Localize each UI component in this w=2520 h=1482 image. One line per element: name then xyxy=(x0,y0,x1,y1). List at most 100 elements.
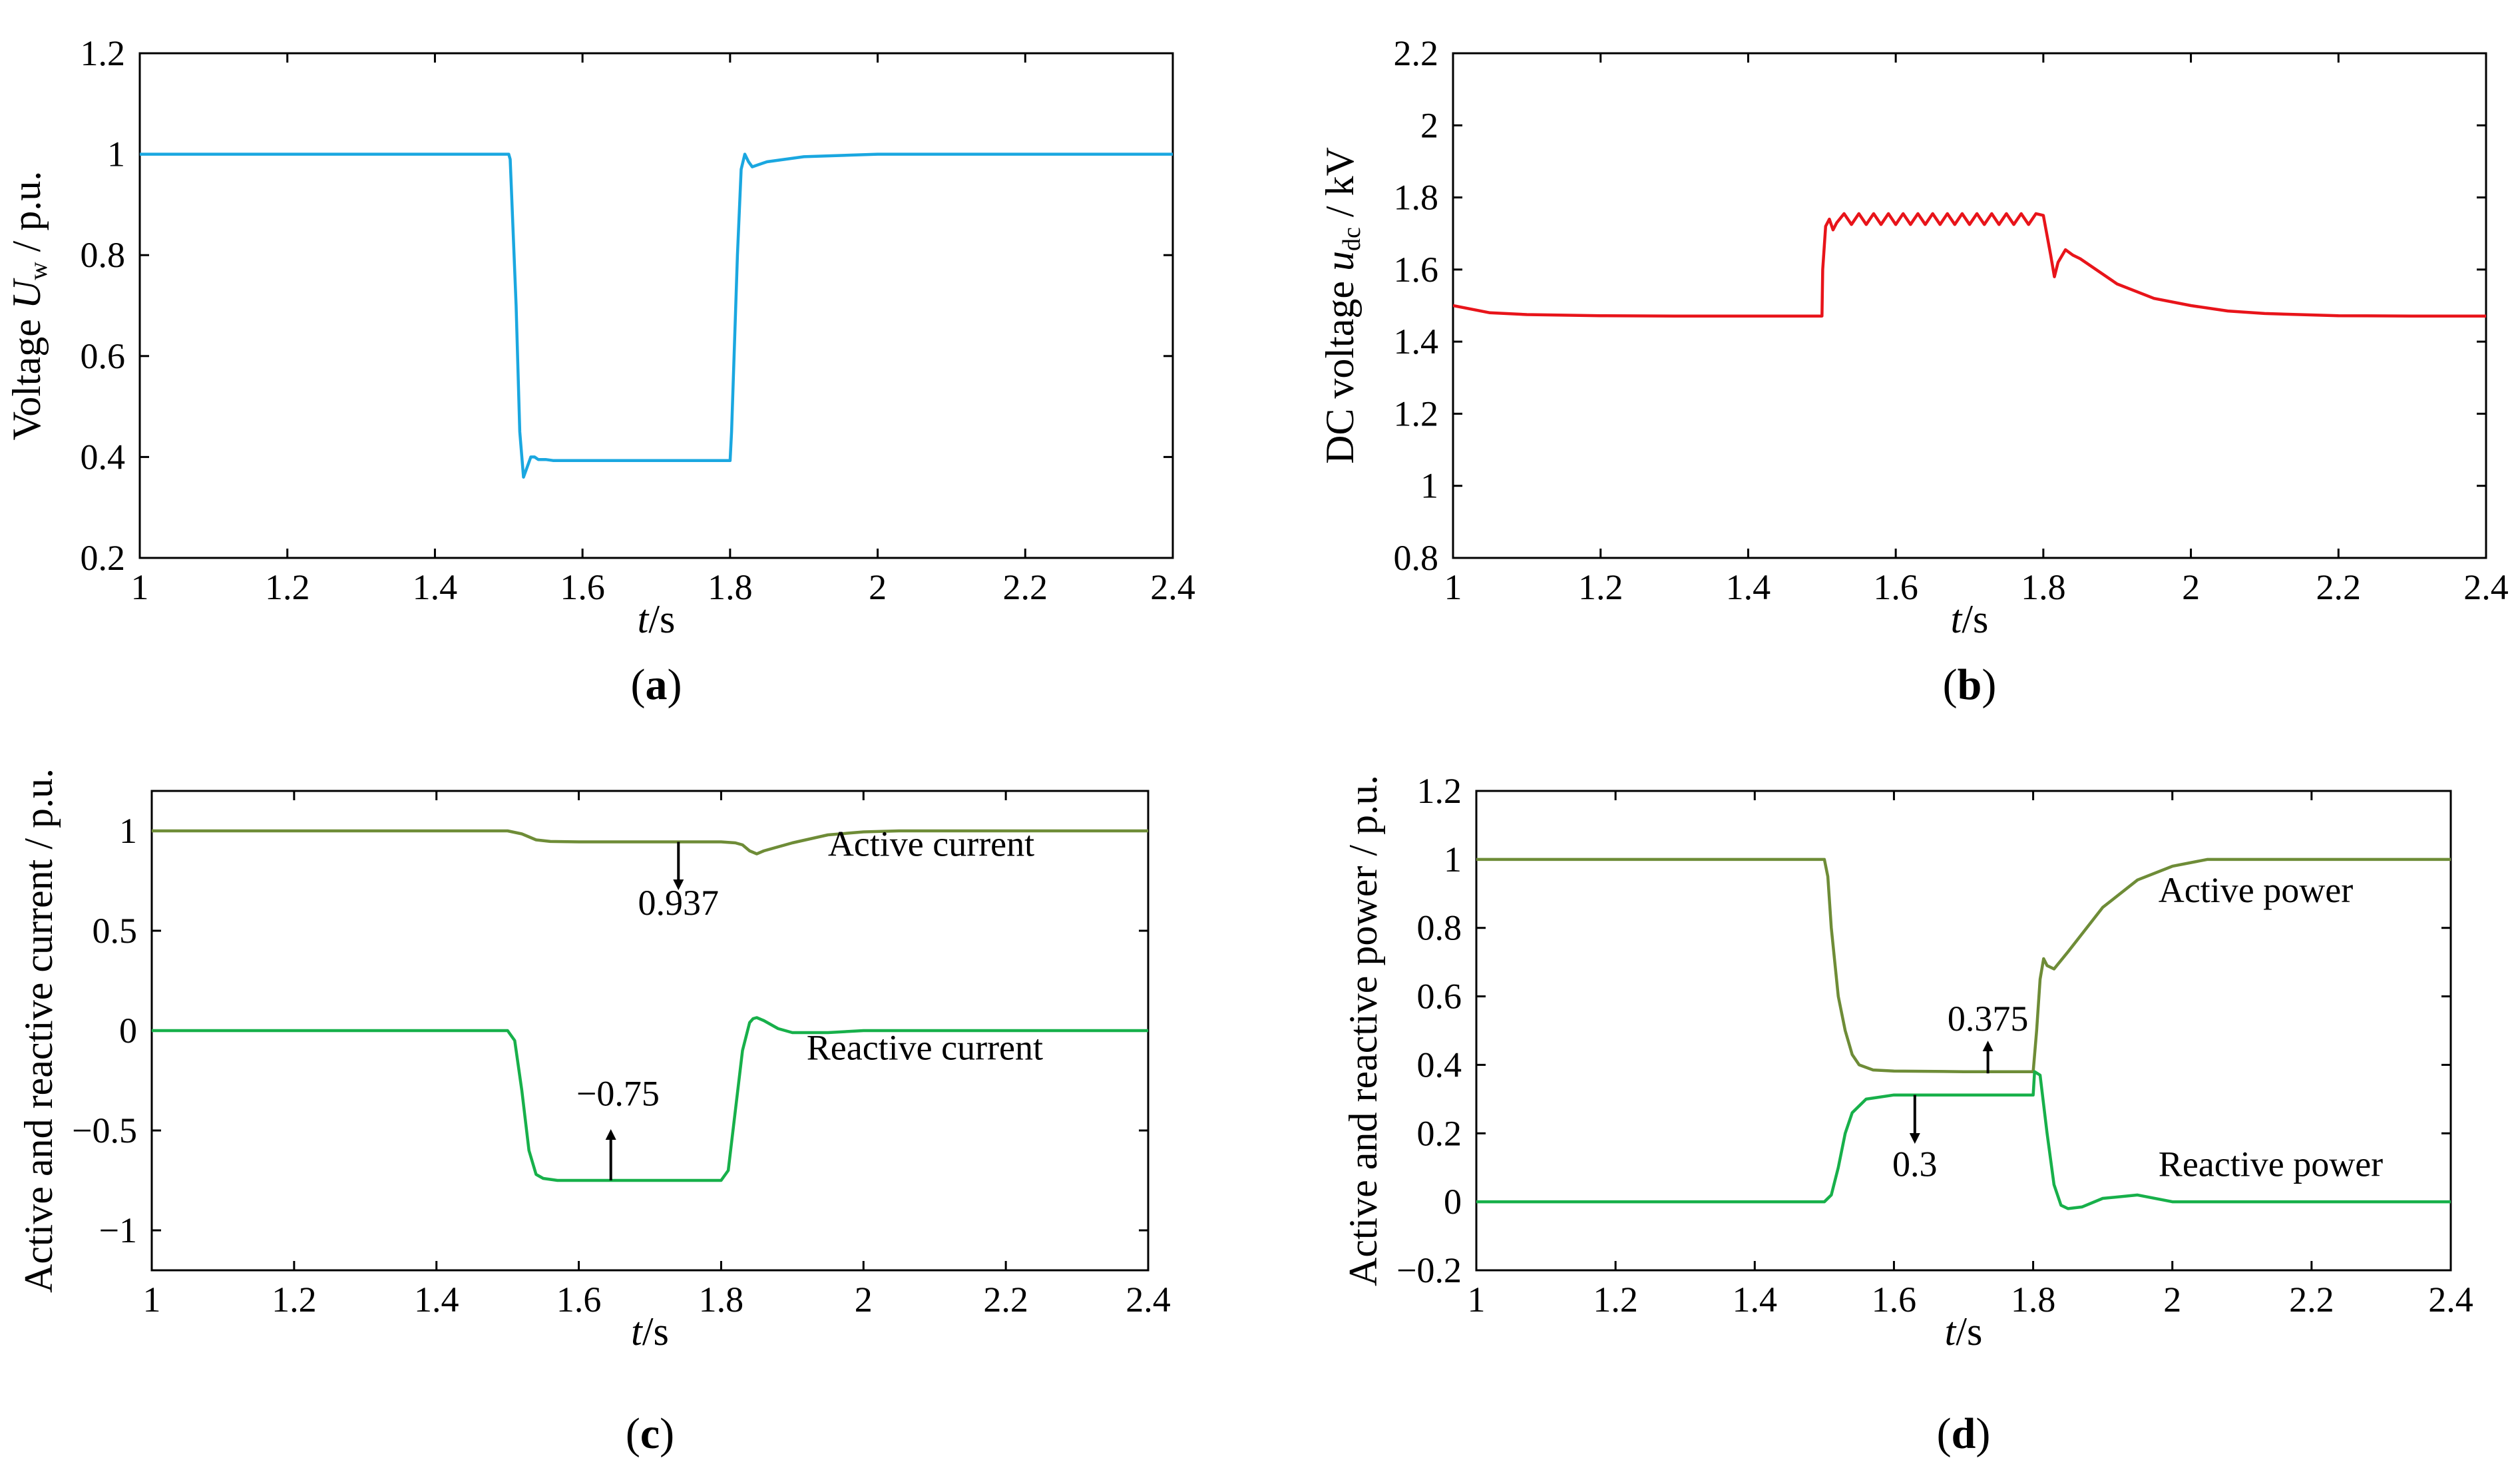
annotation-label: Active power xyxy=(2159,870,2353,910)
x-tick-label: 2 xyxy=(869,567,887,607)
y-tick-label: 0.5 xyxy=(93,911,138,951)
panel-label-letter: a xyxy=(646,660,668,709)
panel-label: (a) xyxy=(631,660,682,709)
x-tick-label: 1.2 xyxy=(272,1280,317,1320)
panel-label-letter: d xyxy=(1952,1409,1976,1458)
x-tick-label: 2 xyxy=(2163,1280,2181,1320)
x-tick-label: 1.4 xyxy=(1733,1280,1778,1320)
y-axis-label-part: u xyxy=(1318,251,1362,271)
x-tick-label: 1.2 xyxy=(1593,1280,1638,1320)
series-line-active-power xyxy=(1476,858,2451,1073)
annotation-label: Reactive current xyxy=(807,1028,1043,1068)
y-tick-label: 0.8 xyxy=(1417,908,1462,948)
x-axis-label: t/s xyxy=(1945,1310,1983,1354)
x-axis-label: t/s xyxy=(631,1310,669,1354)
panel-d: 1 1.2 1.4 1.6 1.8 2 2.2 2.4 −0.2 0 0.2 0.4 0.6 0.8 1 1.… xyxy=(1341,771,2473,1458)
panel-label-letter: c xyxy=(640,1409,660,1458)
y-tick-label: 1.4 xyxy=(1394,322,1439,362)
x-tick-label: 1.2 xyxy=(265,567,310,607)
y-tick-label: 0.6 xyxy=(1417,977,1462,1017)
x-tick-label: 1.6 xyxy=(1873,567,1918,607)
panel-label-close: ) xyxy=(660,1409,674,1458)
y-axis-label-part: U xyxy=(5,278,49,309)
series-line-reactive-power xyxy=(1476,1070,2451,1210)
y-tick-label: 1 xyxy=(1444,840,1462,879)
y-tick-label: −0.5 xyxy=(72,1111,137,1150)
plot-frame xyxy=(1475,790,2452,1272)
y-tick-label: 0.2 xyxy=(81,538,126,578)
panel-label-letter: b xyxy=(1958,660,1982,709)
annotation-label: −0.75 xyxy=(576,1074,660,1114)
x-tick-label: 1.4 xyxy=(1726,567,1771,607)
x-axis-label-unit: /s xyxy=(1956,1310,1982,1354)
x-tick-label: 2 xyxy=(855,1280,873,1320)
x-tick-label: 1.2 xyxy=(1578,567,1623,607)
x-tick-label: 2.4 xyxy=(1126,1280,1171,1320)
y-axis-label-part: Active and reactive current / p.u. xyxy=(17,768,61,1293)
x-tick-label: 1.6 xyxy=(556,1280,602,1320)
x-tick-label: 1.8 xyxy=(2011,1280,2056,1320)
y-tick-label: −1 xyxy=(99,1210,137,1250)
plot-frame xyxy=(1452,52,2487,559)
panel-label-open: ( xyxy=(626,1409,640,1458)
x-tick-label: 1.8 xyxy=(2021,567,2066,607)
y-tick-label: 2.2 xyxy=(1394,33,1439,73)
y-tick-label: 0.8 xyxy=(81,235,126,275)
y-axis-label-part: / p.u. xyxy=(5,171,49,262)
y-tick-label: 1.2 xyxy=(81,33,126,73)
panel-label-close: ) xyxy=(1982,660,1996,709)
x-tick-label: 2.4 xyxy=(1150,567,1195,607)
y-axis-label: Active and reactive current / p.u. xyxy=(17,768,61,1293)
x-tick-label: 1 xyxy=(131,567,149,607)
x-axis-label: t/s xyxy=(1951,597,1989,641)
x-axis-label-var: t xyxy=(1945,1310,1957,1354)
y-axis-label-part: DC voltage xyxy=(1318,271,1362,464)
y-tick-label: 0.2 xyxy=(1417,1113,1462,1153)
panel-label-close: ) xyxy=(668,660,682,709)
panel-label-open: ( xyxy=(631,660,646,709)
plot-frame xyxy=(138,52,1174,559)
y-tick-label: 1.8 xyxy=(1394,178,1439,218)
y-tick-label: 1 xyxy=(119,811,137,851)
y-tick-label: 1.2 xyxy=(1417,771,1462,811)
y-axis-label: Active and reactive power / p.u. xyxy=(1341,775,1385,1286)
series-line-reactive-current xyxy=(152,1016,1148,1182)
y-tick-label: 0.8 xyxy=(1394,538,1439,578)
y-axis-label-part: Active and reactive power / p.u. xyxy=(1341,775,1385,1286)
y-tick-label: 1.6 xyxy=(1394,250,1439,290)
annotation-label: Active current xyxy=(828,824,1034,864)
x-tick-label: 1.6 xyxy=(560,567,605,607)
panel-label-open: ( xyxy=(1943,660,1958,709)
x-tick-label: 2 xyxy=(2182,567,2200,607)
y-axis-label-part: w xyxy=(25,262,53,280)
y-tick-label: 2 xyxy=(1420,105,1438,145)
x-tick-label: 2.2 xyxy=(983,1280,1028,1320)
x-tick-label: 1.8 xyxy=(708,567,753,607)
x-axis-label-var: t xyxy=(631,1310,643,1354)
annotation-label: 0.375 xyxy=(1948,999,2029,1039)
panel-label: (d) xyxy=(1937,1409,1991,1458)
x-tick-label: 2.2 xyxy=(1003,567,1048,607)
x-tick-label: 1.8 xyxy=(699,1280,744,1320)
series-line-active-current xyxy=(152,829,1148,856)
x-tick-label: 1.6 xyxy=(1872,1280,1917,1320)
panel-label-open: ( xyxy=(1937,1409,1952,1458)
y-tick-label: 1 xyxy=(107,134,125,174)
y-axis-label: DC voltage udc / kV xyxy=(1318,147,1366,464)
panel-label-close: ) xyxy=(1976,1409,1990,1458)
x-tick-label: 1 xyxy=(143,1280,161,1320)
y-tick-label: −0.2 xyxy=(1396,1250,1462,1290)
panel-b: 1 1.2 1.4 1.6 1.8 2 2.2 2.40.811.21.41.61.822.2… xyxy=(1318,33,2509,709)
y-tick-label: 0.6 xyxy=(81,336,126,376)
x-tick-label: 2.4 xyxy=(2463,567,2509,607)
x-axis-label-unit: /s xyxy=(648,597,675,641)
y-tick-label: 1.2 xyxy=(1394,393,1439,433)
y-axis-label-part: / kV xyxy=(1318,147,1362,227)
y-tick-label: 0.4 xyxy=(1417,1045,1462,1085)
y-axis-label: Voltage Uw / p.u. xyxy=(5,171,53,441)
y-tick-label: 0 xyxy=(1444,1182,1462,1222)
y-axis-label-part: dc xyxy=(1338,227,1366,251)
x-tick-label: 2.2 xyxy=(2289,1280,2334,1320)
y-tick-label: 0.4 xyxy=(81,437,126,477)
